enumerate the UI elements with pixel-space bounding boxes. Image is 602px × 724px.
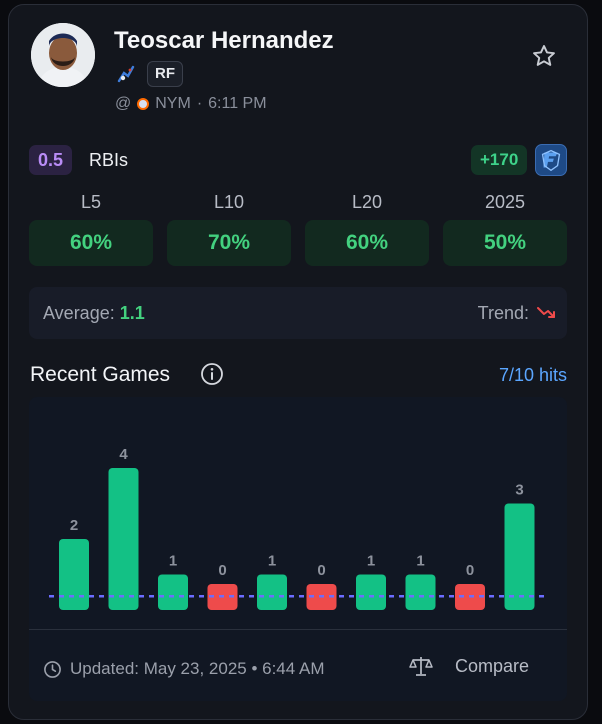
game-bar-label-3: 1 xyxy=(169,553,177,570)
recent-games-bar-chart: 2 4 1 0 1 0 1 1 0 3 xyxy=(49,446,549,611)
recent-games-title: Recent Games xyxy=(30,363,171,386)
game-time: 6:11 PM xyxy=(208,95,267,112)
game-bar-label-7: 1 xyxy=(367,553,375,570)
game-bar-7[interactable] xyxy=(356,574,386,611)
period-label-l10: L10 xyxy=(213,192,245,212)
position-badge: RF xyxy=(147,61,183,87)
game-bar-label-8: 1 xyxy=(416,553,424,570)
game-bar-1[interactable] xyxy=(59,539,89,610)
period-value-season[interactable]: 50% xyxy=(443,220,567,266)
average-label: Average: xyxy=(43,303,115,323)
game-bar-5[interactable] xyxy=(257,574,287,611)
period-label-season: 2025 xyxy=(484,192,526,212)
period-value-l10[interactable]: 70% xyxy=(167,220,291,266)
odds-badge[interactable]: +170 xyxy=(471,145,528,175)
game-matchup: @ NYM · 6:11 PM xyxy=(115,95,267,113)
clock-icon xyxy=(44,660,61,678)
game-bar-10[interactable] xyxy=(504,503,535,611)
scale-icon xyxy=(409,657,433,676)
period-label-l5: L5 xyxy=(80,192,102,212)
game-bar-label-6: 0 xyxy=(317,562,325,579)
game-bar-label-4: 0 xyxy=(218,562,226,579)
prop-line-badge: 0.5 xyxy=(29,145,73,175)
game-bar-label-9: 0 xyxy=(466,562,474,579)
sportsbook-icon[interactable] xyxy=(535,144,567,176)
game-bar-3[interactable] xyxy=(158,574,188,611)
hits-summary-link[interactable]: 7/10 hits xyxy=(498,365,567,385)
average-value: 1.1 xyxy=(119,303,145,323)
recent-games-chart: 2 4 1 0 1 0 1 1 0 3 Updated: May 23, 2025 • 6:44 … xyxy=(29,397,567,701)
average-stat: Average: 1.1 xyxy=(43,303,145,324)
game-bar-2[interactable] xyxy=(108,468,139,610)
opponent-team: NYM xyxy=(155,95,191,112)
matchup-separator: · xyxy=(196,95,203,112)
game-bar-label-2: 4 xyxy=(119,446,128,463)
trend-down-icon xyxy=(537,307,555,318)
game-bar-label-1: 2 xyxy=(70,517,78,534)
trend-label: Trend: xyxy=(477,303,529,323)
compare-button[interactable]: Compare xyxy=(409,655,529,677)
player-name: Teoscar Hernandez xyxy=(114,27,334,54)
updated-text: Updated: May 23, 2025 • 6:44 AM xyxy=(70,659,325,678)
updated-timestamp: Updated: May 23, 2025 • 6:44 AM xyxy=(43,659,325,679)
average-trend-panel: Average: 1.1 Trend: xyxy=(29,287,567,339)
compare-label: Compare xyxy=(455,655,530,676)
prop-stat-label: RBIs xyxy=(89,150,129,170)
period-value-l5[interactable]: 60% xyxy=(29,220,153,266)
info-icon[interactable] xyxy=(200,362,224,386)
period-value-l20[interactable]: 60% xyxy=(305,220,429,266)
player-avatar xyxy=(31,23,95,87)
opponent-logo-icon xyxy=(137,98,150,110)
game-bar-label-10: 3 xyxy=(515,482,523,499)
period-label-l20: L20 xyxy=(351,192,383,212)
player-prop-card: Teoscar Hernandez RF @ NYM · 6:11 PM 0.5… xyxy=(8,4,588,720)
chart-divider xyxy=(29,629,567,630)
game-bar-label-5: 1 xyxy=(268,553,276,570)
team-logo-icon xyxy=(117,65,135,83)
favorite-star-icon[interactable] xyxy=(531,43,557,69)
game-bar-8[interactable] xyxy=(405,574,436,611)
matchup-prefix: @ xyxy=(115,95,132,112)
